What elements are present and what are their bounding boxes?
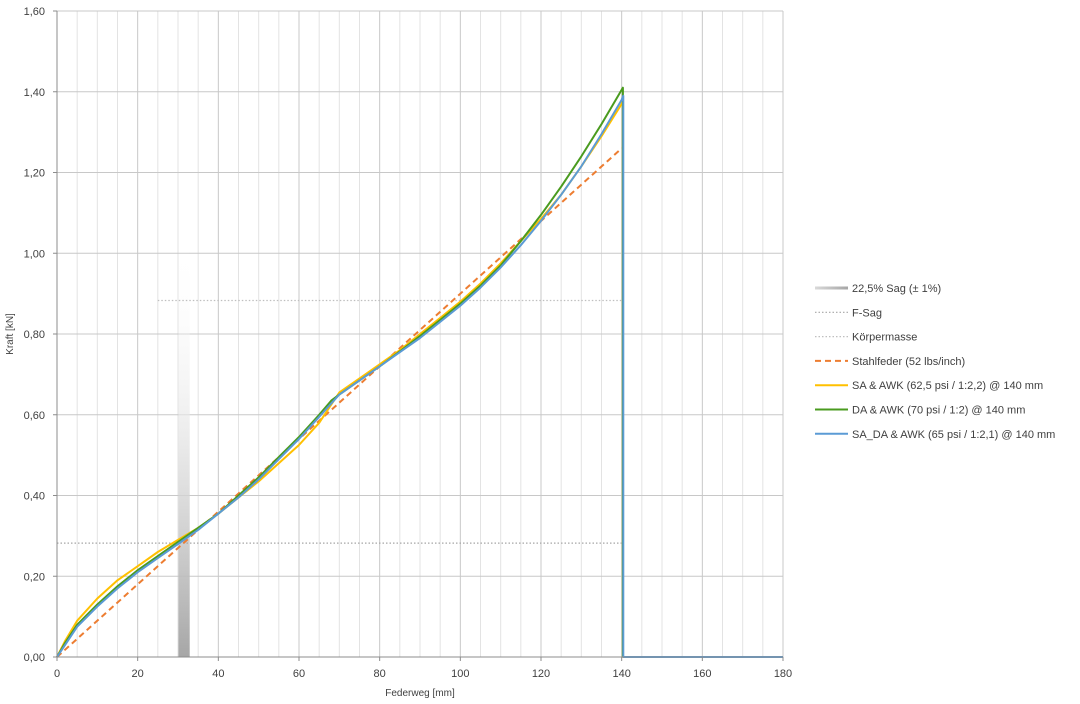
legend-label: SA_DA & AWK (65 psi / 1:2,1) @ 140 mm: [852, 429, 1055, 441]
x-tick-label: 40: [212, 668, 224, 680]
x-tick-label: 0: [54, 668, 60, 680]
sag-band: [178, 241, 190, 657]
plot-series: [56, 86, 783, 658]
y-tick-label: 0,00: [24, 652, 45, 664]
y-tick-label: 0,40: [24, 491, 45, 503]
legend-label: Stahlfeder (52 lbs/inch): [852, 356, 965, 368]
x-tick-label: 120: [532, 668, 550, 680]
series-line-5: [56, 86, 624, 658]
x-tick-label: 160: [693, 668, 711, 680]
legend-label: 22,5% Sag (± 1%): [852, 283, 941, 295]
y-tick-label: 1,20: [24, 168, 45, 180]
legend-label: SA & AWK (62,5 psi / 1:2,2) @ 140 mm: [852, 380, 1043, 392]
y-tick-label: 1,40: [24, 87, 45, 99]
x-tick-label: 140: [612, 668, 630, 680]
legend-label: Körpermasse: [852, 332, 917, 344]
x-tick-label: 60: [293, 668, 305, 680]
x-tick-label: 180: [774, 668, 792, 680]
y-tick-label: 0,20: [24, 571, 45, 583]
legend: 22,5% Sag (± 1%) F-Sag Körpermasse Stahlfed…: [815, 283, 1055, 441]
y-tick-label: 1,00: [24, 248, 45, 260]
legend-label: F-Sag: [852, 307, 882, 319]
y-tick-label: 0,80: [24, 329, 45, 341]
y-axis-label: Kraft [kN]: [5, 313, 16, 355]
y-tick-label: 1,60: [24, 6, 45, 18]
series-line-6: [56, 94, 783, 658]
tick-labels: 0 20 40 60 80 100 120 140 160 180 0,00 0,20 0,40 0,60…: [24, 6, 793, 680]
y-tick-label: 0,60: [24, 410, 45, 422]
x-tick-label: 80: [374, 668, 386, 680]
legend-label: DA & AWK (70 psi / 1:2) @ 140 mm: [852, 405, 1025, 417]
legend-swatch-band: [815, 286, 848, 290]
x-axis-label: Federweg [mm]: [385, 688, 455, 699]
x-tick-label: 100: [451, 668, 469, 680]
x-tick-label: 20: [132, 668, 144, 680]
sag-band-area: [178, 241, 190, 657]
plot-grid: [57, 10, 784, 657]
